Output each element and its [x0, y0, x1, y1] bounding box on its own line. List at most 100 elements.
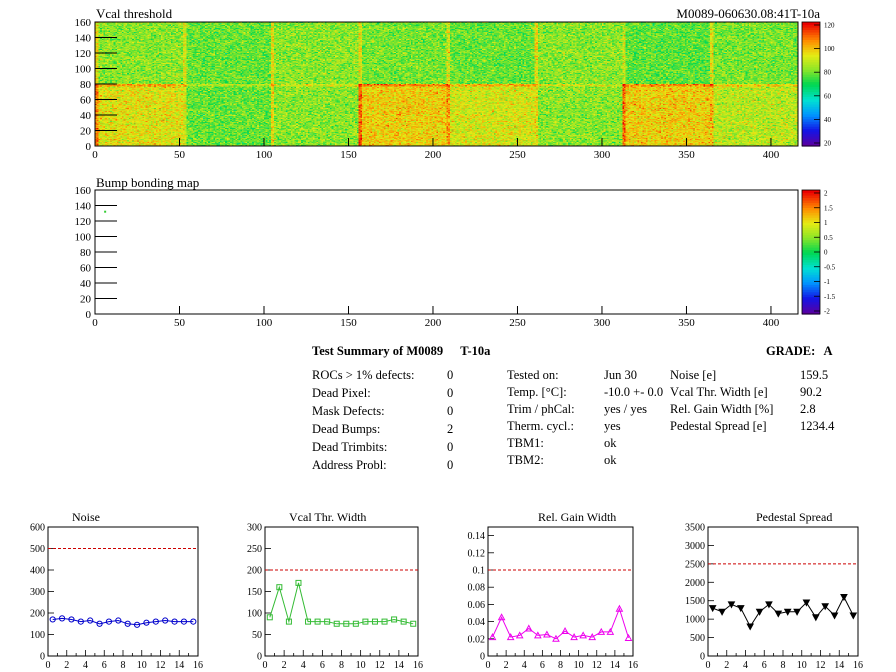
- palette-cell: [802, 222, 820, 226]
- data-point: [830, 612, 839, 620]
- x-tick-label: 12: [375, 660, 385, 671]
- palette-cell: [802, 123, 820, 127]
- x-tick-label: 0: [46, 660, 51, 671]
- palette-cell: [802, 212, 820, 216]
- data-point: [171, 618, 178, 625]
- y-tick-label: 40: [80, 110, 92, 122]
- data-point: [333, 620, 340, 627]
- palette-cell: [802, 244, 820, 248]
- y-tick-label: 1500: [685, 596, 705, 607]
- data-point: [718, 608, 726, 616]
- palette-cell: [802, 276, 820, 280]
- y-tick-label: 0: [257, 652, 262, 663]
- y-tick-label: 20: [80, 294, 92, 306]
- palette-cell: [802, 101, 820, 105]
- y-tick-label: 60: [80, 95, 92, 107]
- data-point: [783, 608, 792, 616]
- x-tick-label: 8: [339, 660, 344, 671]
- palette-cell: [802, 31, 820, 35]
- x-tick-label: 2: [282, 660, 287, 671]
- palette-cell: [802, 71, 820, 75]
- palette-cell: [802, 259, 820, 263]
- y-tick-label: 2000: [685, 578, 705, 589]
- x-tick-label: 16: [853, 660, 863, 671]
- condition-label: TBM1:: [507, 436, 544, 450]
- palette-cell: [802, 271, 820, 275]
- palette-cell: [802, 128, 820, 132]
- vcal-width-chart: Vcal Thr. Width 0 2 4 6 8 10 12 14 16 0 50 100 150 200…: [247, 510, 423, 671]
- palette-cell: [802, 69, 820, 73]
- x-tick-label: 14: [834, 660, 844, 671]
- x-tick-label: 50: [174, 317, 186, 329]
- defect-label: ROCs > 1% defects:: [312, 368, 415, 382]
- dead-bump-point: [104, 210, 107, 213]
- y-tick-label: 400: [30, 566, 45, 577]
- grade-label: GRADE:: [766, 344, 816, 358]
- palette-cell: [802, 309, 820, 313]
- palette-cell: [802, 190, 820, 194]
- y-tick-label: 0.08: [468, 583, 486, 594]
- x-tick-label: 6: [540, 660, 545, 671]
- palette-label: 120: [824, 22, 835, 30]
- y-tick-label: 200: [247, 566, 262, 577]
- vcal-threshold-y-axis: 0 20 40 60 80 100 120 140 160: [75, 17, 117, 153]
- series-line: [52, 617, 194, 626]
- palette-cell: [802, 79, 820, 83]
- palette-cell: [802, 284, 820, 288]
- x-tick-label: 0: [92, 317, 98, 329]
- palette-cell: [802, 56, 820, 60]
- y-tick-label: 500: [30, 544, 45, 555]
- data-point: [343, 620, 350, 627]
- condition-label: Trim / phCal:: [507, 402, 575, 416]
- y-tick-label: 140: [75, 201, 92, 213]
- palette-cell: [802, 98, 820, 102]
- data-point: [410, 620, 417, 627]
- defect-value: 0: [447, 386, 454, 400]
- x-tick-label: 8: [781, 660, 786, 671]
- palette-cell: [802, 202, 820, 206]
- palette-cell: [802, 266, 820, 270]
- data-point: [615, 604, 624, 612]
- metric-label: Pedestal Spread [e]: [670, 419, 767, 433]
- data-point: [276, 584, 283, 591]
- condition-value: yes: [604, 419, 621, 433]
- data-point: [180, 618, 188, 625]
- data-point: [497, 613, 506, 621]
- defect-value: 2: [447, 422, 454, 436]
- palette-cell: [802, 214, 820, 218]
- y-tick-label: 160: [75, 185, 92, 197]
- defect-value: 0: [447, 440, 454, 454]
- palette-cell: [802, 291, 820, 295]
- y-tick-label: 0: [480, 652, 485, 663]
- palette-cell: [802, 289, 820, 293]
- palette-cell: [802, 264, 820, 268]
- x-tick-label: 4: [522, 660, 527, 671]
- bump-bonding-y-axis: 0 20 40 60 80 100 120 140 160: [75, 185, 117, 321]
- chart-title: Noise: [72, 510, 100, 524]
- data-point: [570, 633, 578, 641]
- x-tick-label: 12: [592, 660, 602, 671]
- data-point: [624, 633, 633, 641]
- data-point: [579, 631, 587, 639]
- palette-cell: [802, 66, 820, 70]
- y-tick-label: 0.12: [468, 548, 486, 559]
- x-tick-label: 200: [425, 317, 442, 329]
- y-tick-label: 120: [75, 48, 92, 60]
- palette-cell: [802, 29, 820, 33]
- y-tick-label: 500: [690, 633, 705, 644]
- palette-cell: [802, 61, 820, 65]
- palette-cell: [802, 252, 820, 256]
- palette-cell: [802, 54, 820, 58]
- vcal-threshold-panel: Vcal threshold M0089-060630.08:41T-10a 0…: [75, 6, 836, 161]
- y-tick-label: 100: [247, 609, 262, 620]
- bump-bonding-panel: Bump bonding map 0 50 100 150 200 250 300 350 40…: [75, 175, 836, 329]
- palette-cell: [802, 247, 820, 251]
- x-tick-label: 100: [256, 149, 273, 161]
- palette-cell: [802, 232, 820, 236]
- palette-cell: [802, 106, 820, 110]
- y-tick-label: 0.14: [468, 531, 486, 542]
- palette-label: -1.5: [824, 293, 836, 301]
- palette-cell: [802, 279, 820, 283]
- condition-value: Jun 30: [604, 368, 637, 382]
